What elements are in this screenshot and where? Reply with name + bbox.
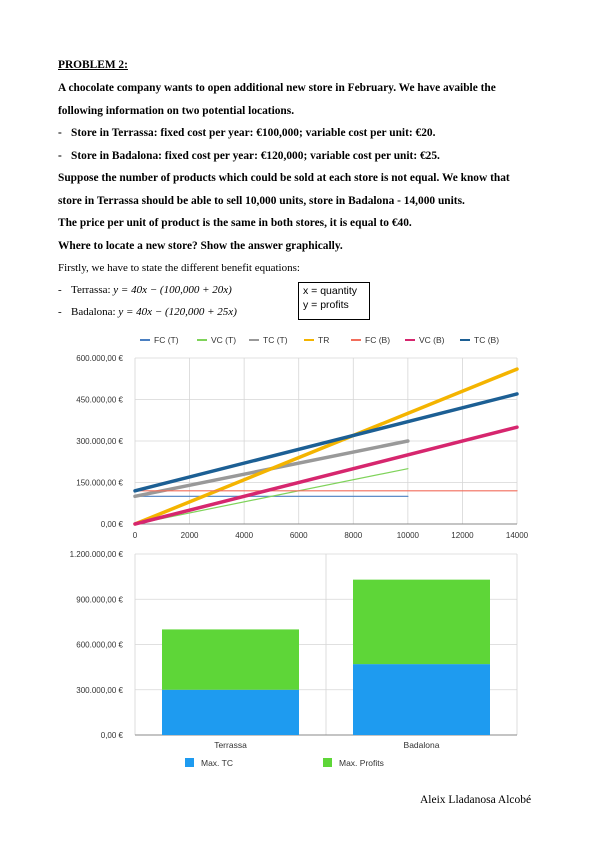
x-tick-label: 0 [133,531,138,540]
bullet-badalona: - Store in Badalona: fixed cost per year:… [58,150,440,162]
y-tick-label: 0,00 € [101,520,124,529]
equation-terrassa-formula: y = 40x − (100,000 + 20x) [113,284,232,296]
x-tick-label: 12000 [451,531,474,540]
equation-terrassa-label: Terrassa: [71,284,111,296]
x-category-label: Badalona [404,740,440,750]
y-tick-label: 450.000,00 € [76,396,123,405]
bar-terrassa-max-profits [162,629,299,690]
price-line: The price per unit of product is the sam… [58,217,412,229]
bullet-terrassa-text: Store in Terrassa: fixed cost per year: … [71,127,436,139]
y-tick-label: 150.000,00 € [76,479,123,488]
suppose-line-1: Suppose the number of products which cou… [58,172,510,184]
intro-line-2: following information on two potential l… [58,105,295,117]
equations-intro: Firstly, we have to state the different … [58,262,300,274]
y-tick-label: 0,00 € [101,731,124,740]
x-tick-label: 6000 [290,531,308,540]
equation-badalona-label: Badalona: [71,306,116,318]
legend-label-3: TR [318,335,329,345]
y-tick-label: 900.000,00 € [76,595,123,604]
x-tick-label: 8000 [344,531,362,540]
bullet-badalona-text: Store in Badalona: fixed cost per year: … [71,150,440,162]
x-tick-label: 4000 [235,531,253,540]
variable-legend-box: x = quantity y = profits [298,282,370,320]
legend-label-5: VC (B) [419,335,445,345]
bullet-terrassa: - Store in Terrassa: fixed cost per year:… [58,127,436,139]
legend-label-6: TC (B) [474,335,499,345]
equation-terrassa: - Terrassa: y = 40x − (100,000 + 20x) [58,284,232,296]
x-category-label: Terrassa [214,740,247,750]
x-tick-label: 10000 [397,531,420,540]
x-tick-label: 14000 [506,531,529,540]
equation-badalona-formula: y = 40x − (120,000 + 25x) [118,306,237,318]
equation-badalona: - Badalona: y = 40x − (120,000 + 25x) [58,306,237,318]
series-line-tc-b [133,392,519,493]
legend-label-1: Max. Profits [339,758,384,768]
intro-line-1: A chocolate company wants to open additi… [58,82,496,94]
author-signature: Aleix Lladanosa Alcobé [420,794,532,806]
max-cost-profit-bar-chart: 0,00 € 300.000,00 € 600.000,00 € 900.000,00… [70,550,518,768]
y-tick-label: 600.000,00 € [76,641,123,650]
y-tick-label: 1.200.000,00 € [70,550,124,559]
bar-terrassa-max-tc [162,689,299,735]
legend-label-0: FC (T) [154,335,179,345]
cost-revenue-line-chart: FC (T) VC (T) TC (T) TR FC (B) VC (B) TC (B) 0,… [76,335,529,540]
problem-heading: PROBLEM 2: [58,59,128,71]
box-profits-line: y = profits [303,299,349,311]
legend-swatch-1 [323,758,332,767]
legend-label-4: FC (B) [365,335,390,345]
bar-badalona-max-profits [353,579,490,665]
question-line: Where to locate a new store? Show the an… [58,240,343,252]
series-line-vc-t [134,468,409,525]
y-tick-label: 600.000,00 € [76,354,123,363]
series-line-tr [133,367,519,526]
y-tick-label: 300.000,00 € [76,437,123,446]
legend-swatch-0 [185,758,194,767]
legend-label-0: Max. TC [201,758,233,768]
legend-label-1: VC (T) [211,335,236,345]
suppose-line-2: store in Terrassa should be able to sell… [58,195,465,207]
y-tick-label: 300.000,00 € [76,686,123,695]
box-quantity-line: x = quantity [303,285,357,297]
series-line-vc-b [133,425,519,526]
x-tick-label: 2000 [181,531,199,540]
legend-label-2: TC (T) [263,335,288,345]
bar-badalona-max-tc [353,664,490,735]
